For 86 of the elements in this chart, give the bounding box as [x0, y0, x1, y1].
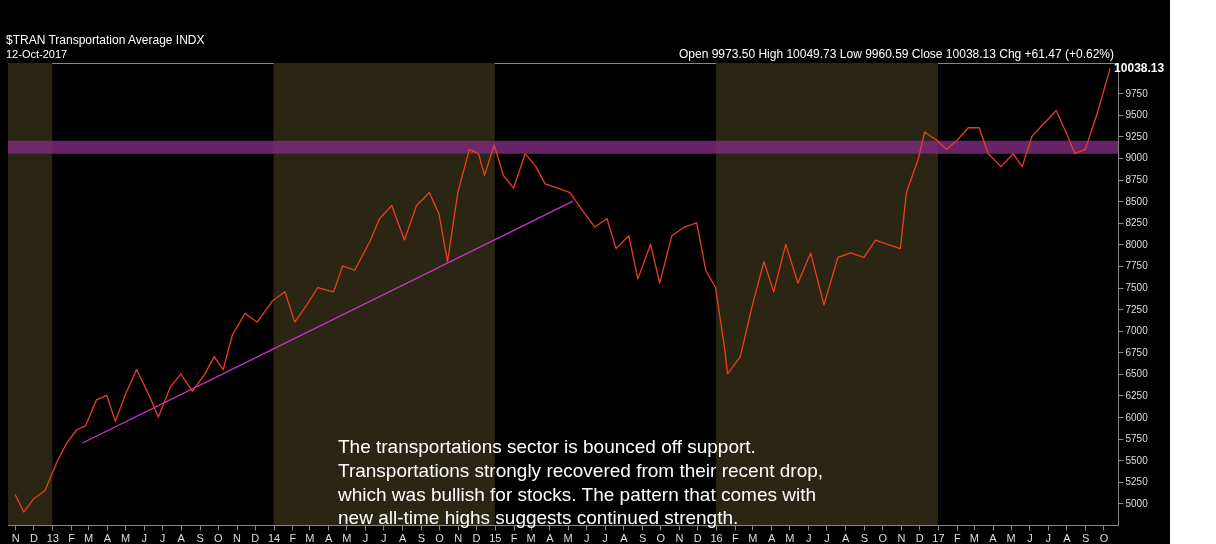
text: 12-Oct-2017 — [6, 48, 68, 60]
x-tick-label: N — [454, 531, 463, 544]
x-tick-label: A — [989, 531, 998, 544]
text: Open 9973.50 High 10049.73 Low 9960.59 Close 10038.13 Chg +61.47 (+0.62%) — [679, 47, 1114, 61]
x-tick-label: M — [342, 531, 352, 544]
x-tick-label: 15 — [489, 531, 502, 544]
y-tick-label: 8500 — [1125, 195, 1149, 207]
annotation: The transportations sector is bounced off support. Transportations strongly recovered from their recent drop, which was bullish for stocks. The pattern that comes with new all-time highs suggests continued strength. — [337, 436, 824, 529]
y-tick-label: 9250 — [1125, 130, 1149, 142]
y-tick-label: 9000 — [1125, 152, 1149, 164]
y-tick-label: 7000 — [1125, 325, 1149, 337]
x-tick-label: J — [141, 531, 148, 544]
x-tick-label: A — [546, 531, 555, 544]
x-tick-label: J — [584, 531, 590, 544]
x-tick-label: A — [103, 531, 112, 544]
x-tick-label: 17 — [932, 531, 945, 544]
y-tick-label: 6750 — [1125, 346, 1149, 358]
line-series — [14, 67, 1111, 513]
x-tick-label: D — [29, 531, 38, 544]
x-tick-label: M — [785, 531, 795, 544]
x-tick-label: J — [1045, 531, 1051, 544]
x-tick-label: M — [563, 531, 573, 544]
x-tick-label: M — [526, 531, 536, 544]
x-tick-label: M — [83, 531, 94, 544]
x-tick-label: 16 — [710, 531, 723, 544]
annotation: 10038.13 — [1114, 61, 1165, 76]
y-tick-label: 7750 — [1125, 260, 1149, 272]
x-tick-label: S — [196, 531, 204, 544]
x-tick-label: F — [510, 531, 518, 544]
x-tick-label: O — [656, 531, 666, 544]
x-tick-label: S — [638, 531, 647, 544]
x-tick-label: A — [1063, 531, 1072, 544]
x-tick-label: A — [324, 531, 333, 544]
y-tick-label: 6250 — [1125, 389, 1149, 401]
x-tick-label: S — [860, 531, 869, 544]
x-tick-label: D — [693, 531, 702, 544]
y-tick-label: 5250 — [1125, 476, 1149, 488]
x-tick-label: A — [620, 531, 629, 544]
x-tick-label: O — [878, 531, 888, 544]
x-tick-label: J — [1027, 531, 1033, 544]
x-tick-label: J — [602, 531, 608, 544]
y-tick-label: 8000 — [1125, 238, 1149, 250]
x-tick-label: J — [824, 531, 830, 544]
x-tick-label: D — [915, 531, 924, 544]
y-tick-label: 6000 — [1125, 411, 1149, 423]
x-tick-label: D — [251, 531, 260, 544]
x-tick-label: A — [398, 531, 407, 544]
x-tick-label: S — [1082, 531, 1090, 544]
x-tick-label: J — [381, 531, 387, 544]
x-tick-label: A — [842, 531, 851, 544]
y-tick-label: 5500 — [1125, 454, 1149, 466]
y-tick-label: 8250 — [1125, 217, 1149, 229]
x-tick-label: M — [969, 531, 979, 544]
y-tick-label: 5000 — [1125, 497, 1149, 509]
x-tick-label: J — [362, 531, 369, 544]
x-tick-label: S — [417, 531, 426, 544]
x-tick-label: M — [305, 531, 315, 544]
x-tick-label: A — [768, 531, 777, 544]
x-tick-label: F — [289, 531, 297, 544]
y-tick-label: 7500 — [1125, 282, 1149, 294]
x-tick-label: F — [68, 531, 76, 544]
x-tick-label: 13 — [46, 531, 59, 544]
y-tick-label: 6500 — [1125, 368, 1149, 380]
chart-title: $TRAN Transportation Average INDX — [6, 33, 205, 47]
x-tick-label: F — [732, 531, 739, 544]
y-tick-label: 5750 — [1125, 433, 1149, 445]
x-tick-label: F — [953, 531, 961, 544]
x-tick-label: O — [435, 531, 445, 544]
y-tick-label: 9500 — [1125, 109, 1149, 121]
x-tick-label: M — [120, 531, 131, 544]
x-tick-label: N — [233, 531, 242, 544]
x-tick-label: J — [805, 531, 812, 544]
x-tick-label: O — [213, 531, 223, 544]
y-tick-label: 9750 — [1125, 87, 1149, 99]
x-tick-label: D — [472, 531, 481, 544]
x-tick-label: M — [748, 531, 758, 544]
x-tick-label: A — [177, 531, 186, 544]
x-tick-label: N — [11, 531, 20, 544]
x-tick-label: N — [675, 531, 684, 544]
y-tick-label: 7250 — [1125, 303, 1149, 315]
x-tick-label: O — [1099, 531, 1109, 544]
x-tick-label: M — [1006, 531, 1016, 544]
x-tick-label: N — [897, 531, 906, 544]
x-tick-label: J — [159, 531, 166, 544]
x-tick-label: 14 — [267, 531, 281, 544]
y-tick-label: 8750 — [1125, 174, 1149, 186]
